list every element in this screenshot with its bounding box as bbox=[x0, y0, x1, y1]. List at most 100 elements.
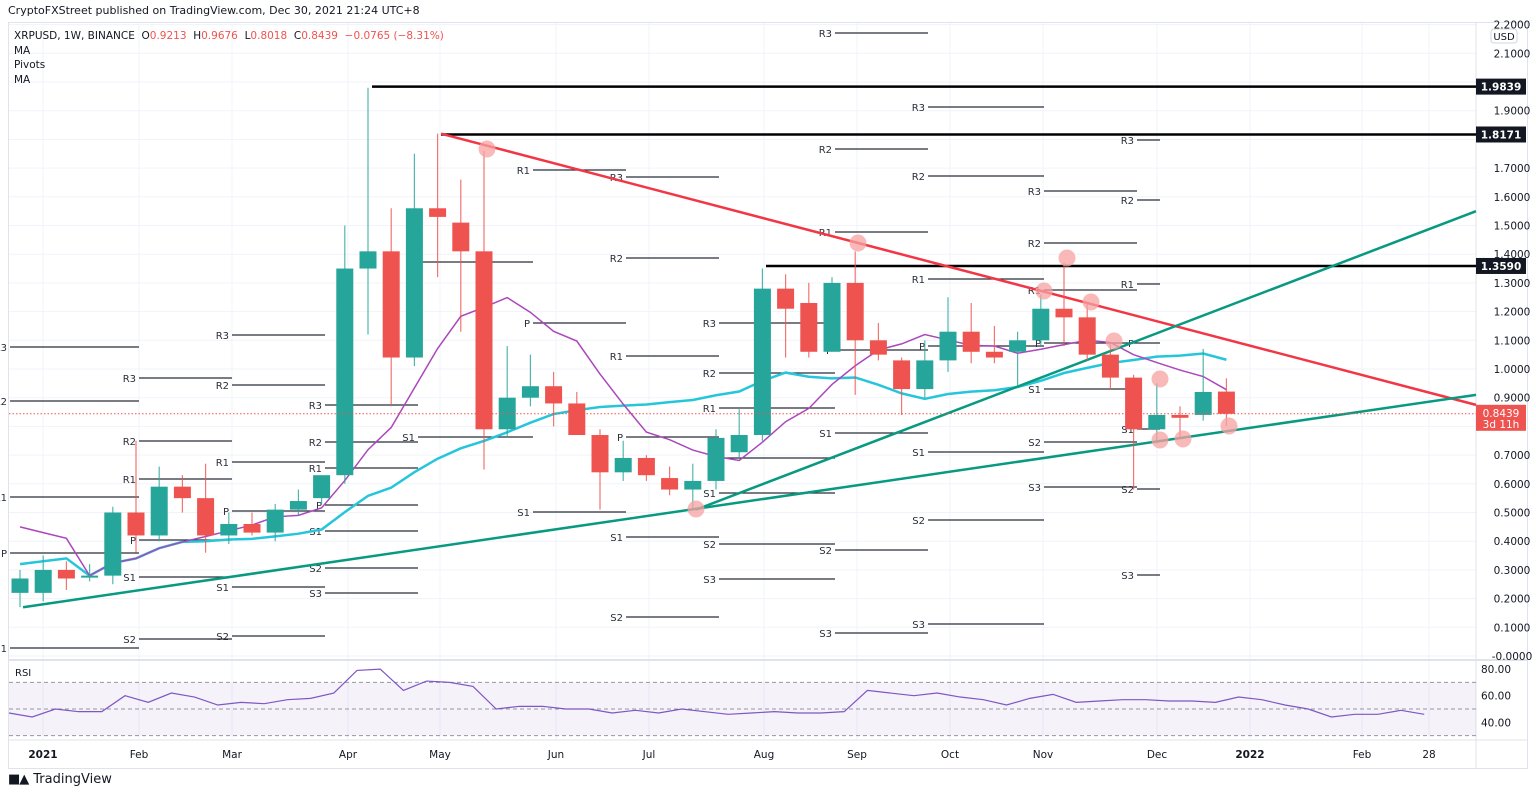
candle[interactable] bbox=[753, 268, 771, 441]
candle[interactable] bbox=[359, 87, 377, 335]
candle[interactable] bbox=[545, 371, 563, 427]
level-price-label bbox=[1476, 126, 1526, 143]
candle[interactable] bbox=[220, 512, 238, 545]
price-tick: 0.9000 bbox=[1494, 393, 1531, 405]
candle[interactable] bbox=[869, 323, 887, 361]
price-axis[interactable]: 2.20002.10001.90001.70001.60001.50001.40… bbox=[1476, 20, 1532, 663]
candle[interactable] bbox=[289, 489, 307, 516]
svg-text:R1: R1 bbox=[216, 458, 229, 469]
candle[interactable] bbox=[313, 475, 331, 504]
svg-text:R1: R1 bbox=[703, 404, 716, 415]
svg-text:S1: S1 bbox=[309, 527, 322, 538]
price-tick: 0.4000 bbox=[1494, 536, 1531, 548]
svg-text:P: P bbox=[130, 536, 136, 547]
candle[interactable] bbox=[1055, 262, 1073, 347]
price-tick: 1.9000 bbox=[1494, 106, 1531, 118]
rsi-pane[interactable]: RSI 80.00 60.00 40.00 bbox=[8, 664, 1511, 737]
svg-text:R3: R3 bbox=[123, 374, 136, 385]
svg-text:S1: S1 bbox=[123, 573, 136, 584]
svg-text:R1: R1 bbox=[517, 166, 530, 177]
legend-indicator-ma[interactable]: MA bbox=[14, 44, 31, 57]
legend-indicator-ma-2[interactable]: MA bbox=[14, 73, 31, 86]
chart-frame bbox=[8, 22, 1528, 769]
time-axis[interactable]: 2021 Feb Mar Apr May Jun Jul Aug Sep Oct Nov Dec 202… bbox=[28, 749, 1435, 761]
candle[interactable] bbox=[1032, 294, 1050, 347]
svg-text:R2: R2 bbox=[0, 397, 7, 408]
svg-text:S1: S1 bbox=[517, 508, 530, 519]
candle[interactable] bbox=[498, 346, 516, 438]
candle[interactable] bbox=[1194, 348, 1212, 421]
candle[interactable] bbox=[150, 466, 168, 542]
svg-text:R2: R2 bbox=[703, 369, 716, 380]
legend-symbol[interactable]: XRPUSD, 1W, BINANCE bbox=[14, 30, 135, 42]
candle[interactable] bbox=[1125, 374, 1143, 490]
svg-text:S3: S3 bbox=[819, 629, 832, 640]
ma-slow-line[interactable] bbox=[19, 352, 1227, 578]
candle[interactable] bbox=[777, 274, 795, 358]
svg-text:R2: R2 bbox=[1121, 196, 1134, 207]
svg-text:P: P bbox=[617, 433, 623, 444]
candle[interactable] bbox=[405, 153, 423, 367]
descending-trendline[interactable] bbox=[440, 132, 1477, 407]
tradingview-logo-icon: ■▲ bbox=[8, 772, 29, 787]
candle[interactable] bbox=[81, 564, 99, 582]
candle[interactable] bbox=[661, 466, 679, 496]
rsi-line bbox=[8, 668, 1425, 718]
candle[interactable] bbox=[34, 555, 52, 602]
candle[interactable] bbox=[173, 475, 191, 513]
candle[interactable] bbox=[11, 569, 29, 608]
candle[interactable] bbox=[1078, 302, 1096, 361]
candle[interactable] bbox=[985, 325, 1003, 364]
rsi-tick: 60.00 bbox=[1481, 691, 1511, 703]
svg-text:R2: R2 bbox=[123, 437, 136, 448]
candle[interactable] bbox=[382, 208, 400, 407]
svg-text:0.8439: 0.8439 bbox=[1483, 408, 1520, 420]
candle[interactable] bbox=[614, 440, 632, 481]
candle[interactable] bbox=[591, 429, 609, 510]
candle[interactable] bbox=[521, 354, 539, 407]
candle[interactable] bbox=[429, 133, 447, 278]
candle[interactable] bbox=[57, 561, 75, 590]
candle[interactable] bbox=[730, 409, 748, 458]
candle[interactable] bbox=[916, 340, 934, 398]
time-label: 2022 bbox=[1235, 749, 1264, 761]
rsi-label: RSI bbox=[15, 668, 31, 679]
candle[interactable] bbox=[962, 302, 980, 364]
svg-text:R2: R2 bbox=[610, 254, 623, 265]
price-tick: 1.7000 bbox=[1494, 163, 1531, 175]
candle[interactable] bbox=[452, 179, 470, 332]
candle[interactable] bbox=[800, 282, 818, 358]
legend-indicator-pivots[interactable]: Pivots bbox=[14, 59, 46, 71]
low-label: L bbox=[244, 30, 251, 42]
candle[interactable] bbox=[127, 440, 145, 553]
ascending-trendline-steep[interactable] bbox=[695, 209, 1477, 511]
candle[interactable] bbox=[336, 225, 354, 484]
svg-text:R3: R3 bbox=[703, 319, 716, 330]
time-label: Feb bbox=[130, 749, 149, 761]
tradingview-logo[interactable]: ■▲ TradingView bbox=[8, 772, 112, 787]
candle[interactable] bbox=[707, 429, 725, 490]
svg-text:S2: S2 bbox=[1028, 438, 1041, 449]
candle[interactable] bbox=[823, 277, 841, 352]
candle[interactable] bbox=[197, 463, 215, 553]
candle[interactable] bbox=[893, 357, 911, 415]
tradingview-wordmark: TradingView bbox=[33, 772, 112, 787]
pivot-levels: R3 R2 R1 P S1 R3 R2 R1 P S1 S2 R3 R2 R1 P S1 S2 R3 R2 R1 P S1… bbox=[0, 29, 1160, 655]
change-value: −0.0765 (−8.31%) bbox=[344, 30, 444, 42]
svg-text:S1: S1 bbox=[216, 583, 229, 594]
candle[interactable] bbox=[1009, 331, 1027, 387]
time-label: Nov bbox=[1033, 749, 1054, 761]
svg-text:1.9839: 1.9839 bbox=[1481, 82, 1522, 94]
candle[interactable] bbox=[104, 506, 122, 585]
candle[interactable] bbox=[266, 503, 284, 542]
bar-countdown: 3d 11h bbox=[1483, 419, 1520, 431]
candle[interactable] bbox=[1101, 343, 1119, 390]
candle[interactable] bbox=[637, 455, 655, 481]
candle[interactable] bbox=[939, 297, 957, 372]
candle[interactable] bbox=[475, 150, 493, 470]
level-price-label bbox=[1476, 257, 1526, 274]
candle[interactable] bbox=[243, 512, 261, 536]
publisher-caption: CryptoFXStreet published on TradingView.… bbox=[8, 4, 420, 17]
candle[interactable] bbox=[846, 251, 864, 395]
